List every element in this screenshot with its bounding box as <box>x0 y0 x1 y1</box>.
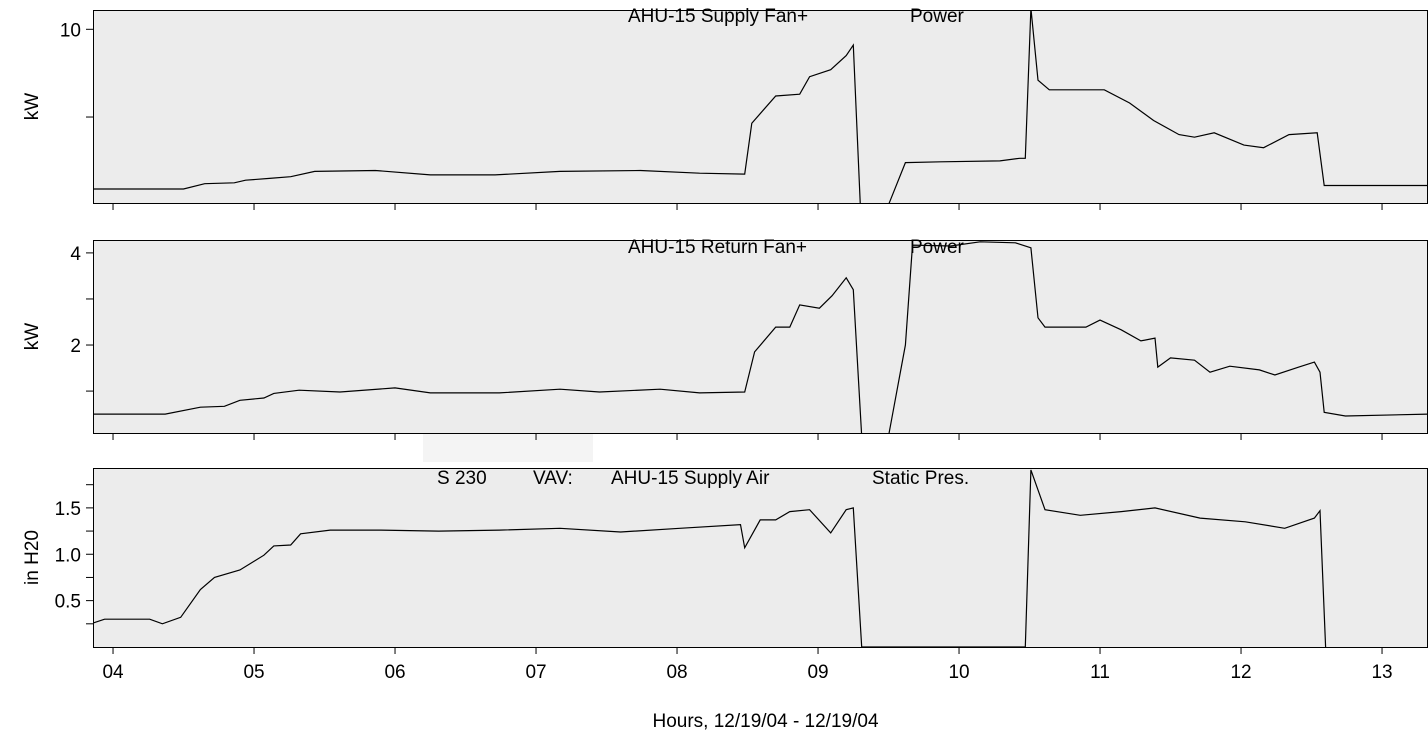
x-tick-label: 05 <box>243 662 264 683</box>
y-axis-label: kW <box>22 93 43 121</box>
x-tick-label: 08 <box>666 662 687 683</box>
data-line <box>93 241 1428 433</box>
plot-area <box>93 10 1428 204</box>
plot-area <box>93 240 1428 434</box>
y-axis-label: in H20 <box>22 530 43 585</box>
x-axis-label: Hours, 12/19/04 - 12/19/04 <box>652 711 878 732</box>
panel-title: Static Pres. <box>872 468 969 489</box>
x-tick-label: 12 <box>1230 662 1251 683</box>
plot-group <box>93 469 1327 647</box>
plot-area <box>93 468 1428 648</box>
y-tick-label: 4 <box>70 244 81 265</box>
plot-group <box>93 10 1428 203</box>
panel-title: Power <box>910 237 965 258</box>
x-tick-label: 09 <box>807 662 828 683</box>
panel-title: AHU-15 Return Fan+ <box>628 237 807 258</box>
x-tick-label: 06 <box>384 662 405 683</box>
y-tick-label: 1.0 <box>55 545 81 566</box>
plot-group <box>93 241 1428 433</box>
x-tick-label: 11 <box>1090 662 1110 683</box>
panel-title: VAV: <box>533 468 573 489</box>
y-tick-label: 0.5 <box>55 592 81 613</box>
x-tick-label: 04 <box>102 662 124 683</box>
y-axis-label: kW <box>22 323 43 351</box>
x-tick-label: 07 <box>525 662 546 683</box>
y-tick-label: 2 <box>70 336 81 357</box>
x-tick-label: 10 <box>948 662 969 683</box>
panel-title: S 230 <box>437 468 487 489</box>
panel-title: Power <box>910 6 965 27</box>
panel-title: AHU-15 Supply Air <box>611 468 770 489</box>
x-tick-label: 13 <box>1371 662 1392 683</box>
data-line <box>93 469 1327 647</box>
y-tick-label: 10 <box>60 20 81 41</box>
y-tick-label: 1.5 <box>55 499 81 520</box>
panel-title: AHU-15 Supply Fan+ <box>628 6 808 27</box>
data-line <box>93 10 1428 203</box>
